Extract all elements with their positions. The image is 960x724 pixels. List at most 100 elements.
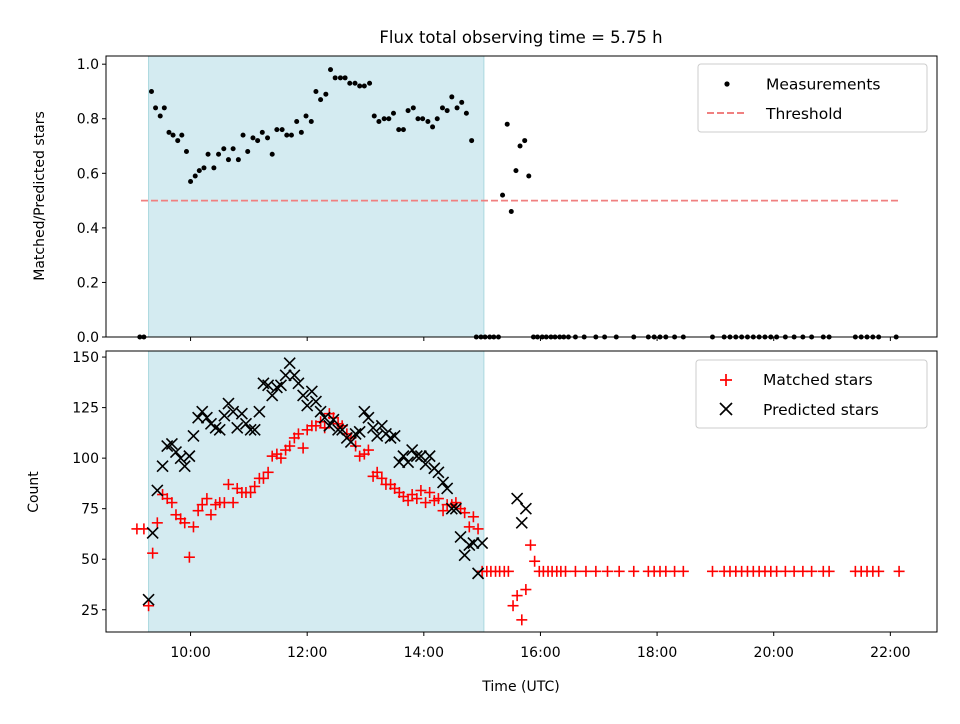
matched-star-point bbox=[411, 493, 423, 505]
predicted-star-point-b bbox=[174, 452, 187, 465]
measurement-point bbox=[240, 132, 246, 138]
bottom-y-tick-label: 125 bbox=[72, 401, 99, 417]
measurement-point bbox=[371, 113, 377, 119]
top-legend-box bbox=[697, 63, 928, 133]
measurement-point bbox=[352, 80, 358, 86]
measurement-point bbox=[196, 168, 202, 174]
predicted-star-point-b bbox=[515, 516, 528, 529]
predicted-star-point-b bbox=[266, 389, 279, 402]
predicted-star-point-b bbox=[344, 435, 357, 449]
top-legend: Measurements Threshold bbox=[697, 63, 928, 133]
measurement-point bbox=[183, 148, 189, 154]
measurement-point bbox=[201, 165, 207, 171]
predicted-star-point bbox=[309, 395, 323, 408]
predicted-star-point bbox=[165, 437, 178, 451]
measurement-point bbox=[230, 146, 236, 152]
measurement-point bbox=[274, 127, 280, 133]
matched-star-point bbox=[415, 484, 427, 496]
predicted-star-point-b bbox=[292, 377, 305, 390]
measurement-point bbox=[166, 129, 172, 135]
matched-star-point bbox=[463, 521, 475, 533]
measurement-point bbox=[211, 165, 217, 171]
matched-star-point bbox=[525, 539, 537, 551]
matched-star-point bbox=[502, 565, 514, 577]
predicted-star-point-b bbox=[454, 530, 467, 544]
matched-star-point bbox=[706, 565, 718, 577]
measurement-point bbox=[216, 151, 222, 157]
predicted-star-point-b bbox=[178, 460, 191, 473]
predicted-star-point bbox=[192, 411, 205, 424]
matched-star-point bbox=[511, 590, 523, 602]
predicted-star-point bbox=[292, 377, 305, 390]
matched-star-point bbox=[602, 565, 614, 577]
predicted-star-point bbox=[414, 450, 427, 463]
predicted-star-point bbox=[183, 450, 196, 463]
predicted-star-point bbox=[327, 413, 340, 426]
predicted-star-point bbox=[196, 405, 209, 418]
predicted-star-point bbox=[458, 549, 471, 562]
bottom-y-tick-label: 75 bbox=[81, 502, 99, 518]
predicted-star-point bbox=[178, 460, 191, 473]
measurements-series bbox=[137, 67, 899, 340]
predicted-star-point bbox=[511, 492, 524, 505]
bottom-x-axis: 10:00 12:00 14:00 16:00 18:00 20:00 22:00 bbox=[170, 632, 911, 661]
predicted-star-point-b bbox=[432, 466, 445, 479]
measurement-point bbox=[235, 157, 241, 163]
predicted-star-point bbox=[222, 397, 235, 410]
shaded-region bbox=[148, 351, 484, 632]
predicted-star-point bbox=[288, 369, 301, 382]
predicted-star-point-b bbox=[270, 381, 283, 394]
predicted-star-point bbox=[305, 385, 318, 398]
measurement-point bbox=[434, 116, 440, 122]
predicted-star-point bbox=[146, 526, 159, 540]
measurement-point bbox=[410, 105, 416, 111]
matched-star-point bbox=[192, 505, 204, 517]
predicted-star-point-b bbox=[196, 405, 209, 418]
predicted-star-point bbox=[402, 456, 415, 469]
matched-star-point bbox=[873, 565, 885, 577]
measurement-point bbox=[279, 127, 285, 133]
matched-star-point bbox=[362, 444, 374, 456]
predicted-star-point bbox=[200, 411, 213, 424]
predicted-star-point-b bbox=[200, 411, 213, 424]
predicted-star-point-b bbox=[436, 476, 450, 489]
predicted-star-point bbox=[270, 381, 283, 394]
measurement-point bbox=[504, 121, 510, 127]
measurement-point bbox=[415, 116, 421, 122]
predicted-star-point bbox=[142, 593, 155, 606]
predicted-legend-label: Predicted stars bbox=[763, 401, 879, 419]
measurement-point bbox=[225, 157, 231, 163]
measurement-point bbox=[367, 80, 373, 86]
predicted-star-point bbox=[388, 429, 401, 442]
bottom-legend: Matched stars Predicted stars bbox=[695, 359, 928, 429]
predicted-star-point bbox=[432, 466, 445, 479]
predicted-star-point-b bbox=[463, 539, 476, 552]
predicted-star-point-b bbox=[410, 450, 423, 463]
matched-star-point bbox=[201, 493, 213, 505]
predicted-star-point-b bbox=[371, 429, 384, 442]
predicted-star-point-b bbox=[253, 405, 266, 418]
predicted-star-point-b bbox=[445, 502, 458, 515]
predicted-star-point-b bbox=[187, 429, 200, 442]
measurement-point bbox=[313, 88, 319, 94]
predicted-star-point bbox=[209, 421, 222, 434]
matched-star-point bbox=[560, 565, 572, 577]
matched-star-point bbox=[580, 565, 592, 577]
matched-star-point bbox=[222, 478, 234, 490]
matched-star-point bbox=[297, 442, 309, 454]
top-y-tick-label: 0.8 bbox=[77, 112, 99, 128]
predicted-star-point bbox=[419, 458, 432, 471]
predicted-star-point bbox=[336, 423, 349, 436]
matched-star-point bbox=[823, 565, 835, 577]
top-observing-window bbox=[148, 56, 485, 337]
matched-star-point bbox=[516, 614, 528, 626]
matched-star-point bbox=[569, 565, 581, 577]
bottom-y-tick-label: 100 bbox=[72, 451, 99, 467]
matched-star-point bbox=[249, 480, 261, 492]
matched-star-point bbox=[147, 547, 159, 559]
predicted-star-point bbox=[349, 427, 362, 440]
predicted-star-point bbox=[231, 421, 244, 434]
predicted-star-point bbox=[244, 423, 257, 436]
bottom-y-tick-label: 25 bbox=[81, 603, 99, 619]
